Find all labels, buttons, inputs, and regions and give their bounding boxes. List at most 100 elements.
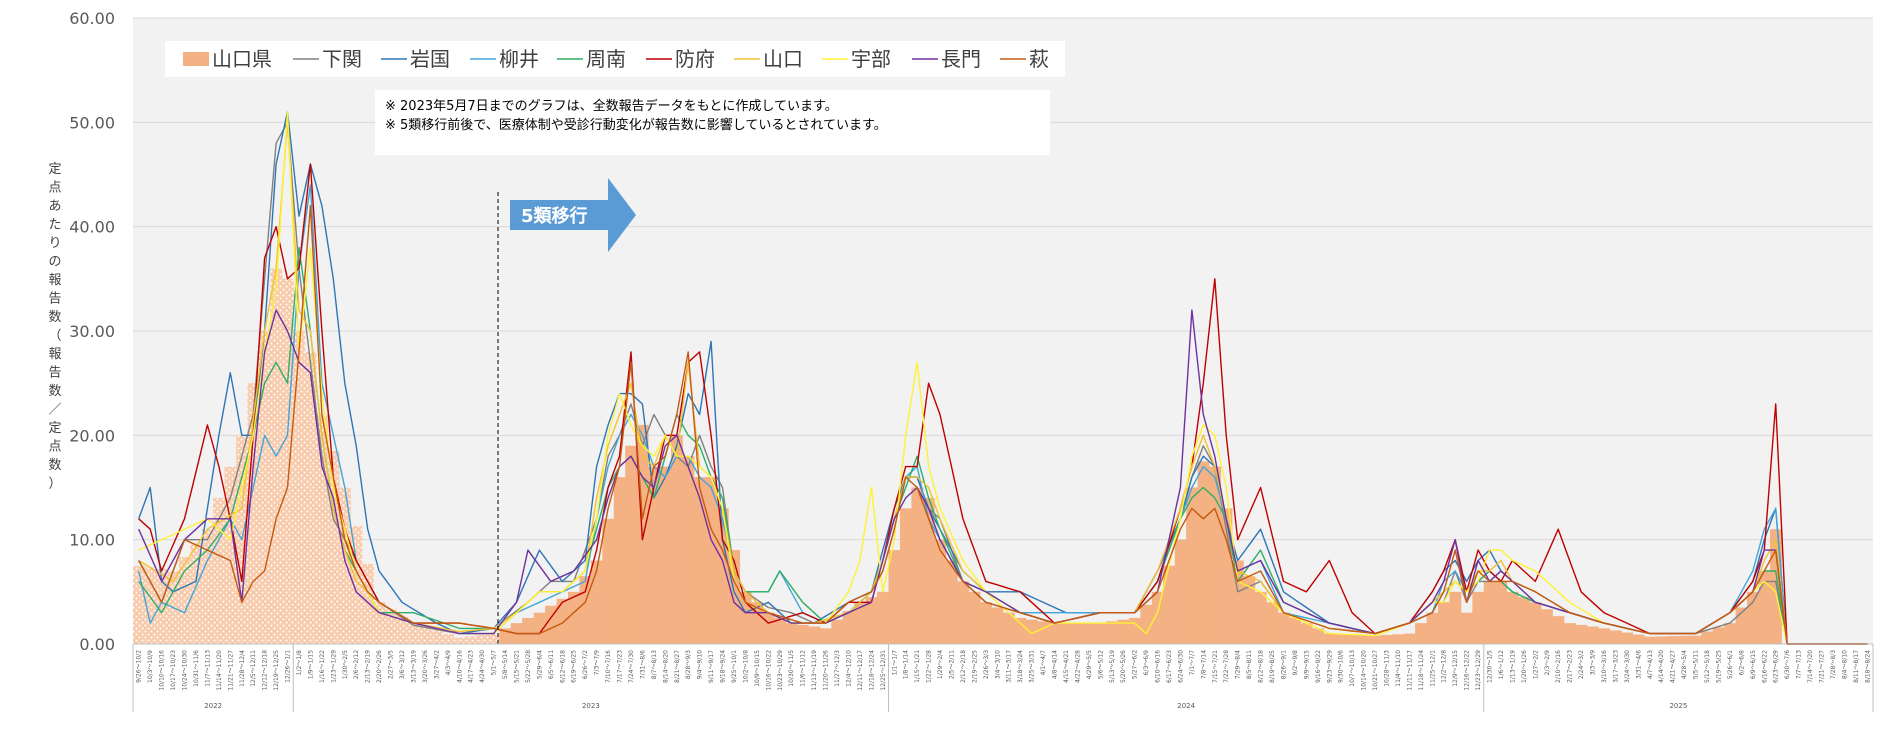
area-bar-8 bbox=[224, 466, 237, 644]
x-tick-label: 2/20～2/26 bbox=[376, 650, 383, 683]
x-tick-label: 10/3～10/9 bbox=[147, 650, 154, 683]
area-bar-130 bbox=[1621, 632, 1634, 644]
x-tick-label: 6/3～6/9 bbox=[1143, 650, 1150, 675]
x-tick-label: 5/12～5/18 bbox=[1704, 650, 1711, 683]
area-bar-134 bbox=[1666, 636, 1679, 644]
area-bar-133 bbox=[1655, 636, 1668, 644]
x-tick-label: 11/21～11/27 bbox=[227, 650, 234, 691]
x-tick-label: 12/4～12/10 bbox=[846, 650, 853, 687]
area-bar-111 bbox=[1403, 633, 1416, 644]
area-bar-143 bbox=[1769, 529, 1782, 644]
x-tick-label: 1/20～1/26 bbox=[1521, 650, 1528, 683]
x-tick-label: 8/18～8/24 bbox=[1864, 650, 1871, 683]
area-bar-66 bbox=[888, 550, 901, 644]
area-bar-83 bbox=[1083, 623, 1095, 644]
area-bar-62 bbox=[842, 610, 855, 644]
area-bar-17 bbox=[327, 450, 340, 644]
y-axis-ticks: 0.00 10.00 20.00 30.00 40.00 50.00 60.00 bbox=[69, 9, 115, 654]
x-tick-label: 7/28～8/3 bbox=[1830, 650, 1837, 679]
reclassification-arrow: 5類移行 bbox=[510, 178, 636, 252]
x-tick-label: 2/13～2/19 bbox=[365, 650, 372, 683]
area-bar-109 bbox=[1380, 634, 1393, 644]
x-tick-label: 11/7～11/13 bbox=[204, 650, 211, 687]
y-tick-label: 30.00 bbox=[69, 322, 115, 341]
area-bar-137 bbox=[1701, 631, 1714, 644]
area-bar-37 bbox=[556, 598, 569, 644]
y-axis-label: 定点あたりの報告数（報告数／定点数） bbox=[48, 162, 61, 492]
x-tick-label: 2/17～2/23 bbox=[1567, 650, 1574, 683]
x-tick-label: 10/24～10/30 bbox=[182, 650, 189, 691]
x-tick-label: 2/5～2/11 bbox=[949, 650, 956, 679]
area-bar-59 bbox=[808, 626, 821, 644]
x-tick-label: 9/16～9/22 bbox=[1315, 650, 1322, 683]
area-bar-119 bbox=[1495, 581, 1508, 644]
notes-box: ※ 2023年5月7日までのグラフは、全数報告データをもとに作成しています。 ※… bbox=[375, 90, 1050, 155]
area-bar-41 bbox=[602, 518, 615, 644]
area-bar-78 bbox=[1025, 619, 1038, 644]
area-bar-39 bbox=[579, 576, 592, 644]
x-tick-label: 7/31～8/6 bbox=[639, 650, 646, 679]
x-tick-label: 12/25～12/31 bbox=[880, 650, 887, 691]
y-tick-label: 0.00 bbox=[79, 635, 115, 654]
area-bar-104 bbox=[1323, 633, 1336, 644]
area-bar-67 bbox=[899, 508, 912, 644]
x-tick-label: 7/24～7/30 bbox=[628, 650, 635, 683]
x-tick-label: 2/10～2/16 bbox=[1555, 650, 1562, 683]
area-bar-51 bbox=[716, 508, 729, 644]
x-tick-label: 11/14～11/20 bbox=[216, 650, 223, 691]
area-bar-42 bbox=[613, 477, 626, 644]
x-tick-label: 5/6～5/12 bbox=[1097, 650, 1104, 679]
area-bar-97 bbox=[1243, 576, 1256, 644]
area-bar-139 bbox=[1724, 623, 1737, 644]
area-bar-14 bbox=[293, 331, 306, 644]
x-tick-label: 3/3～3/9 bbox=[1590, 650, 1597, 675]
area-bar-140 bbox=[1735, 607, 1748, 644]
legend-label: 下関 bbox=[322, 47, 362, 71]
area-bar-99 bbox=[1266, 602, 1279, 644]
x-tick-label: 7/8～7/14 bbox=[1200, 650, 1207, 679]
x-tick-label: 8/14～8/20 bbox=[662, 650, 669, 683]
area-bar-126 bbox=[1575, 624, 1588, 644]
x-tick-label: 11/27～12/3 bbox=[834, 650, 841, 687]
x-tick-label: 10/30～11/5 bbox=[788, 650, 795, 687]
area-bar-85 bbox=[1106, 621, 1118, 644]
area-bar-138 bbox=[1712, 627, 1725, 644]
area-bar-70 bbox=[934, 539, 947, 644]
area-bar-1 bbox=[144, 567, 157, 644]
area-bar-80 bbox=[1048, 623, 1061, 644]
area-bar-25 bbox=[419, 626, 432, 644]
x-tick-label: 4/14～4/20 bbox=[1658, 650, 1665, 683]
x-tick-label: 10/10～10/16 bbox=[159, 650, 166, 691]
x-tick-label: 10/16～10/22 bbox=[765, 650, 772, 691]
area-bar-120 bbox=[1506, 591, 1519, 644]
x-tick-label: 6/19～6/25 bbox=[571, 650, 578, 683]
area-bar-35 bbox=[533, 612, 546, 644]
area-bar-46 bbox=[659, 466, 672, 644]
x-tick-label: 4/8～4/14 bbox=[1052, 650, 1059, 679]
x-tick-label: 3/4～3/10 bbox=[994, 650, 1001, 679]
x-tick-label: 12/26～1/1 bbox=[285, 650, 292, 683]
x-tick-label: 12/9～12/15 bbox=[1452, 650, 1459, 687]
area-bar-30 bbox=[476, 634, 489, 644]
area-bar-4 bbox=[178, 557, 191, 644]
area-bar-107 bbox=[1357, 635, 1370, 644]
area-bar-31 bbox=[487, 633, 500, 644]
area-bar-93 bbox=[1197, 461, 1210, 644]
area-bar-49 bbox=[693, 477, 706, 644]
x-tick-label: 12/2～12/8 bbox=[1441, 650, 1448, 683]
area-bar-87 bbox=[1128, 617, 1141, 644]
x-tick-label: 7/3～7/9 bbox=[594, 650, 601, 675]
x-tick-label: 1/2～1/8 bbox=[296, 650, 303, 675]
area-bar-63 bbox=[854, 602, 867, 644]
area-bar-21 bbox=[373, 602, 386, 644]
area-bar-52 bbox=[728, 550, 741, 644]
x-tick-label: 6/23～6/29 bbox=[1773, 650, 1780, 683]
x-tick-label: 7/22～7/28 bbox=[1223, 650, 1230, 683]
x-tick-label: 11/13～11/19 bbox=[811, 650, 818, 691]
legend-label: 防府 bbox=[675, 47, 715, 71]
y-tick-label: 60.00 bbox=[69, 9, 115, 28]
area-bar-10 bbox=[247, 383, 260, 644]
x-tick-label: 12/16～12/22 bbox=[1464, 650, 1471, 691]
y-tick-label: 40.00 bbox=[69, 218, 115, 237]
x-year-label: 2025 bbox=[1669, 702, 1687, 710]
